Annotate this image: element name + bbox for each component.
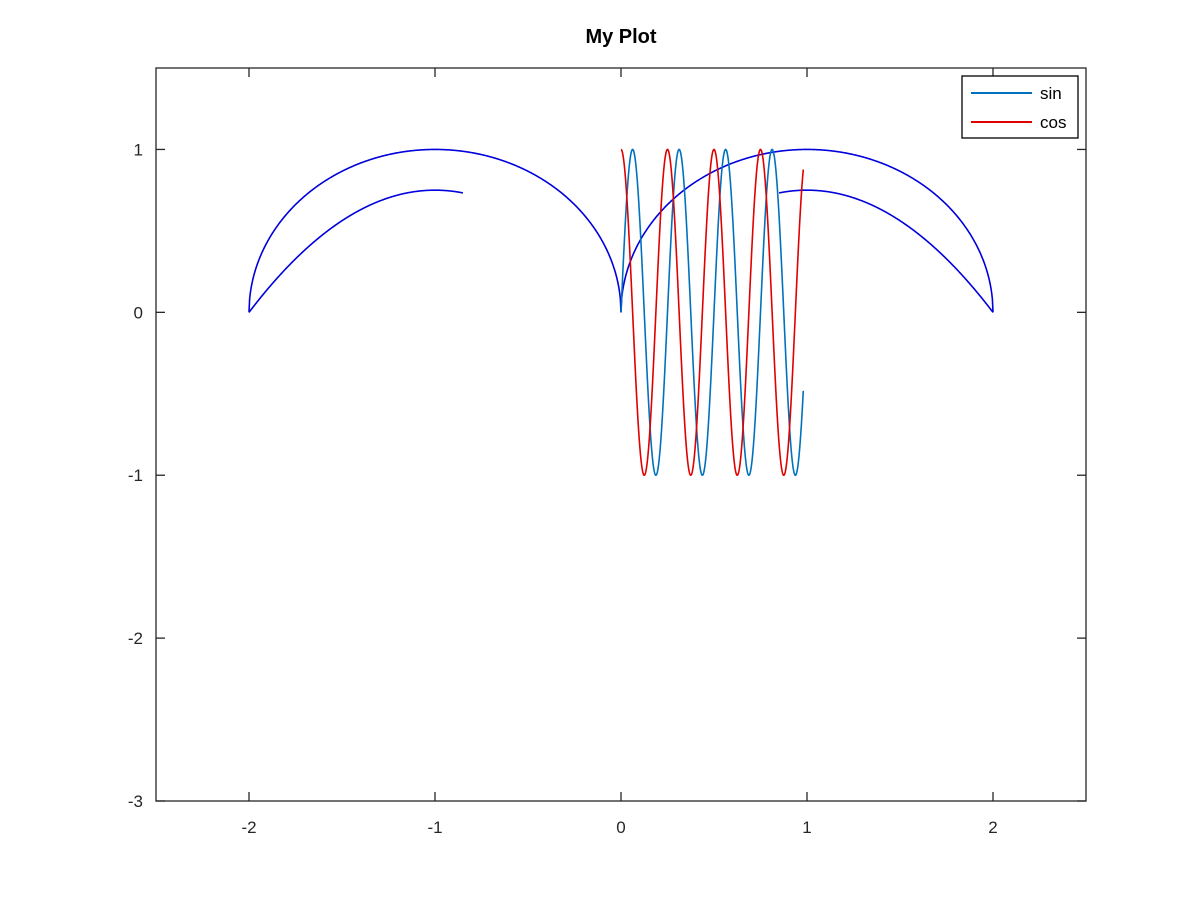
y-tick-label: 0	[134, 303, 143, 322]
x-tick-label: 1	[802, 818, 811, 837]
series-layer	[248, 148, 994, 477]
y-tick-label: 1	[134, 140, 143, 159]
plot-area	[155, 67, 1087, 802]
left-semicircle-line	[248, 148, 622, 313]
legend: sin cos	[961, 75, 1079, 139]
x-tick-label: -2	[241, 818, 256, 837]
y-tick-label: -2	[128, 629, 143, 648]
series-cos-line	[620, 148, 805, 477]
chart-title: My Plot	[585, 26, 656, 48]
y-tick-label: -3	[128, 792, 143, 811]
legend-box	[961, 75, 1079, 139]
x-tick-label: 0	[616, 818, 625, 837]
left-parabola-line	[248, 189, 464, 313]
x-tick-label: -1	[427, 818, 442, 837]
right-semicircle-line	[620, 148, 994, 313]
y-axis-ticks: 1 0 -1 -2 -3	[128, 140, 1086, 811]
right-parabola-line	[778, 189, 994, 313]
x-tick-label: 2	[988, 818, 997, 837]
y-tick-label: -1	[128, 466, 143, 485]
legend-label-cos: cos	[1040, 113, 1066, 132]
legend-label-sin: sin	[1040, 84, 1062, 103]
series-sin-line	[620, 148, 805, 477]
x-axis-ticks: -2 -1 0 1 2	[241, 68, 998, 837]
